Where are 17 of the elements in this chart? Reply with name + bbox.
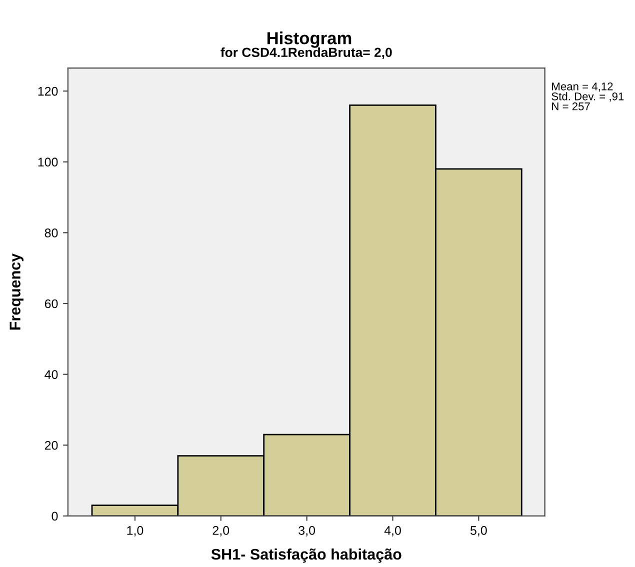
x-tick-label: 1,0 [127, 526, 144, 536]
x-tick-label: 5,0 [470, 526, 487, 536]
x-tick-label: 3,0 [298, 526, 316, 536]
chart-subtitle: for CSD4.1RendaBruta= 2,0 [220, 47, 392, 59]
y-tick-label: 0 [52, 512, 58, 521]
x-axis-title: SH1- Satisfação habitação [211, 548, 402, 563]
y-tick-label: 20 [44, 440, 58, 450]
x-tick-label: 2,0 [212, 526, 230, 536]
y-tick-label: 40 [44, 370, 58, 379]
x-tick-label: 4,0 [384, 526, 401, 536]
y-tick-label: 100 [38, 158, 58, 167]
y-tick-label: 80 [44, 228, 58, 238]
y-tick-label: 120 [38, 86, 58, 96]
y-tick-label: 60 [44, 299, 58, 308]
y-axis-title: Frequency [10, 253, 24, 330]
chart-title: Histogram [267, 32, 352, 48]
text: Mean = 4,12 Std. Dev. = ,91 N = 257 [552, 82, 624, 110]
